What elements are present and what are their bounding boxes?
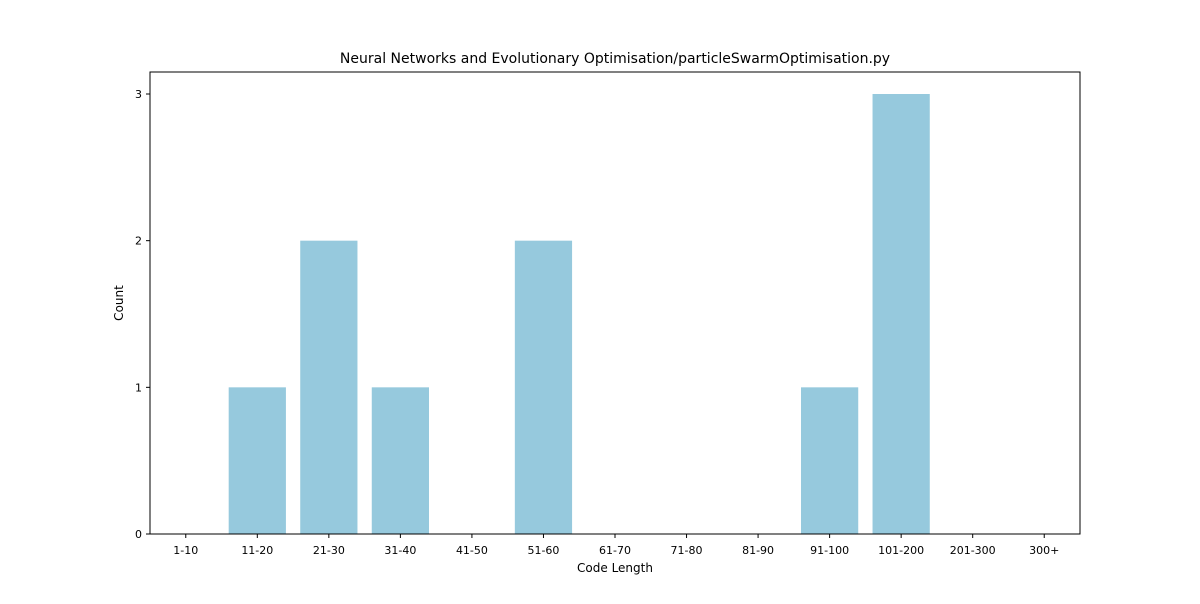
- plot-area-frame: [149, 71, 1081, 535]
- bar-51-60: [514, 240, 573, 534]
- x-tick-label: 21-30: [313, 544, 345, 557]
- x-tick-label: 51-60: [527, 544, 559, 557]
- chart-title: Neural Networks and Evolutionary Optimis…: [340, 51, 890, 67]
- x-tick-label: 201-300: [950, 544, 996, 557]
- y-axis: 0 1 2 3: [135, 88, 150, 541]
- x-tick-label: 91-100: [810, 544, 849, 557]
- x-tick-label: 11-20: [241, 544, 273, 557]
- x-axis-label: Code Length: [577, 561, 653, 575]
- y-tick-label: 0: [135, 528, 142, 541]
- y-axis-label: Count: [112, 285, 126, 321]
- y-tick-label: 2: [135, 235, 142, 248]
- bar-91-100: [801, 387, 859, 534]
- bars-layer: [228, 94, 930, 534]
- x-axis: 1-10 11-20 21-30 31-40 41-50 51-60 61-70 71-80 8…: [173, 534, 1059, 557]
- bar-31-40: [371, 387, 429, 534]
- x-tick-label: 81-90: [742, 544, 774, 557]
- x-tick-label: 71-80: [671, 544, 703, 557]
- x-tick-label: 300+: [1029, 544, 1059, 557]
- bar-21-30: [300, 240, 358, 534]
- x-tick-label: 1-10: [173, 544, 198, 557]
- y-tick-label: 1: [135, 381, 142, 394]
- x-tick-label: 101-200: [878, 544, 924, 557]
- x-tick-label: 41-50: [456, 544, 488, 557]
- bar-101-200: [872, 94, 930, 534]
- x-tick-label: 31-40: [384, 544, 416, 557]
- y-tick-label: 3: [135, 88, 142, 101]
- bar-11-20: [228, 387, 286, 534]
- x-tick-label: 61-70: [599, 544, 631, 557]
